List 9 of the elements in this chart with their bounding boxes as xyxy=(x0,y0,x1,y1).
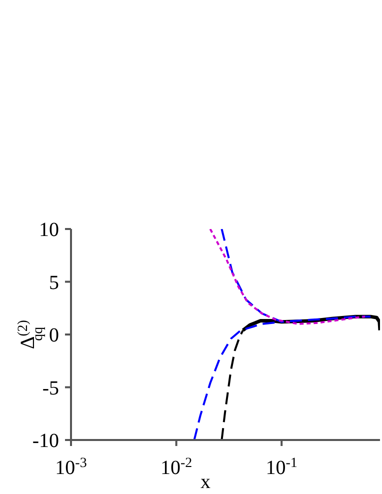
x-axis-title: x xyxy=(200,471,210,493)
y-tick-label: 0 xyxy=(49,324,59,346)
x-tick-label: 10$^{-3}$ xyxy=(55,456,87,479)
y-tick-label: -10 xyxy=(32,430,59,452)
y-tick-label: 10 xyxy=(39,219,59,241)
y-tick-label: -5 xyxy=(42,377,59,400)
x-tick-label: 10$^{-2}$ xyxy=(160,456,192,479)
y-tick-label: 5 xyxy=(49,272,59,294)
x-tick-label: 10$^{-1}$ xyxy=(266,456,298,479)
